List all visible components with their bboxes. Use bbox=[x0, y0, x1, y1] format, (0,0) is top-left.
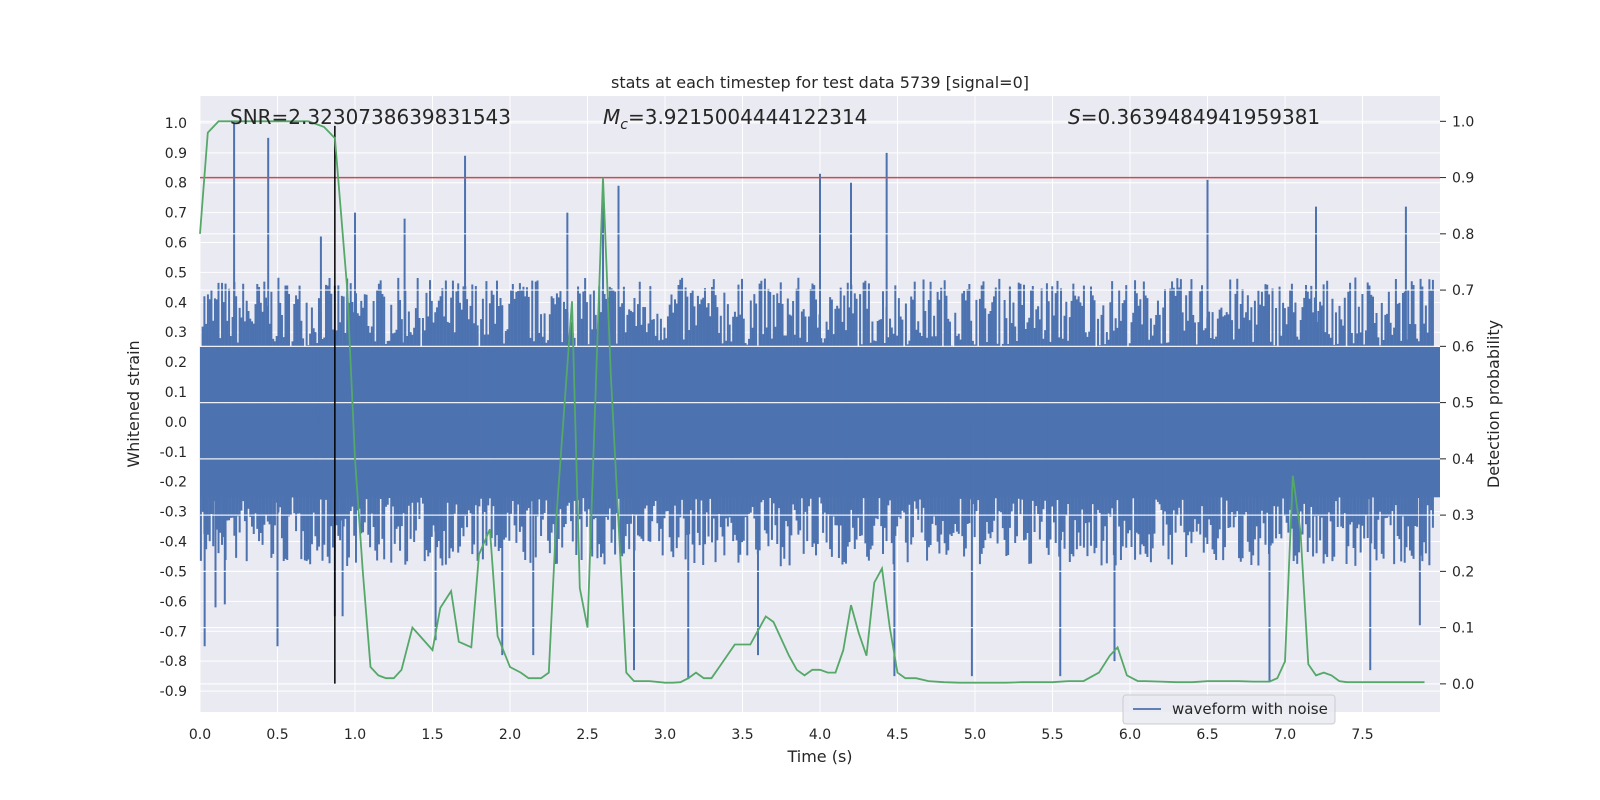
snr-annotation: SNR=2.3230738639831543 bbox=[230, 105, 511, 129]
right-y-tick-label: 0.5 bbox=[1452, 396, 1474, 412]
x-ticks: 0.0 0.5 1.0 1.5 2.0 2.5 3.0 3.5 4.0 4.5 5.0 5.5 6.0 6… bbox=[189, 727, 1374, 743]
right-y-tick-label: 0.0 bbox=[1452, 677, 1474, 693]
chart-title: stats at each timestep for test data 573… bbox=[611, 73, 1029, 92]
x-tick-label: 6.0 bbox=[1119, 727, 1141, 743]
left-y-tick-label: 0.4 bbox=[165, 295, 187, 311]
left-y-tick-label: -0.2 bbox=[160, 475, 187, 491]
left-y-tick-label: -0.7 bbox=[160, 624, 187, 640]
x-tick-label: 4.5 bbox=[886, 727, 908, 743]
chirp-mass-value: =3.9215004444122314 bbox=[628, 105, 867, 129]
x-tick-label: 4.0 bbox=[809, 727, 831, 743]
left-y-tick-label: -0.4 bbox=[160, 535, 187, 551]
left-y-tick-label: 0.8 bbox=[165, 176, 187, 192]
x-tick-label: 7.0 bbox=[1274, 727, 1296, 743]
right-y-tick-label: 0.8 bbox=[1452, 227, 1474, 243]
left-y-tick-label: 0.3 bbox=[165, 325, 187, 341]
waveform-series bbox=[199, 120, 1440, 685]
left-y-axis-label: Whitened strain bbox=[124, 340, 143, 467]
left-y-tick-label: -0.9 bbox=[160, 684, 187, 700]
x-tick-label: 1.5 bbox=[421, 727, 443, 743]
chirp-mass-annotation: Mc=3.9215004444122314 bbox=[603, 105, 867, 133]
left-y-tick-label: -0.6 bbox=[160, 594, 187, 610]
x-axis-label: Time (s) bbox=[786, 747, 852, 766]
legend-box bbox=[1122, 694, 1336, 725]
left-y-ticks: -0.9 -0.8 -0.7 -0.6 -0.5 -0.4 -0.3 -0.2 -0.1 0.0 0… bbox=[160, 116, 187, 700]
left-y-tick-label: 0.7 bbox=[165, 206, 187, 222]
left-y-tick-label: 0.1 bbox=[165, 385, 187, 401]
x-tick-label: 2.0 bbox=[499, 727, 521, 743]
left-y-tick-label: 0.2 bbox=[165, 355, 187, 371]
right-y-tick-label: 0.9 bbox=[1452, 171, 1474, 187]
left-y-tick-label: 0.6 bbox=[165, 236, 187, 252]
right-y-tick-label: 0.2 bbox=[1452, 564, 1474, 580]
legend: waveform with noise bbox=[1122, 694, 1336, 725]
x-tick-label: 0.0 bbox=[189, 727, 211, 743]
x-tick-label: 5.5 bbox=[1041, 727, 1063, 743]
left-y-tick-label: -0.3 bbox=[160, 505, 187, 521]
x-tick-label: 2.5 bbox=[576, 727, 598, 743]
left-y-tick-label: 0.5 bbox=[165, 265, 187, 281]
x-tick-label: 7.5 bbox=[1351, 727, 1373, 743]
left-y-tick-label: 0.9 bbox=[165, 146, 187, 162]
probability-series bbox=[199, 120, 1425, 684]
left-y-tick-label: -0.8 bbox=[160, 654, 187, 670]
x-tick-label: 5.0 bbox=[964, 727, 986, 743]
s-value: =0.3639484941959381 bbox=[1081, 105, 1320, 129]
right-y-tick-label: 0.4 bbox=[1452, 452, 1474, 468]
right-y-tick-label: 1.0 bbox=[1452, 114, 1474, 130]
x-tick-label: 3.5 bbox=[731, 727, 753, 743]
left-y-tick-label: -0.1 bbox=[160, 445, 187, 461]
s-symbol: S bbox=[1068, 105, 1081, 129]
x-tick-label: 0.5 bbox=[266, 727, 288, 743]
x-tick-label: 6.5 bbox=[1196, 727, 1218, 743]
right-y-axis-label: Detection probability bbox=[1484, 320, 1503, 488]
right-y-tick-label: 0.3 bbox=[1452, 508, 1474, 524]
left-y-tick-label: -0.5 bbox=[160, 564, 187, 580]
left-y-tick-label: 1.0 bbox=[165, 116, 187, 132]
right-y-tick-label: 0.7 bbox=[1452, 283, 1474, 299]
x-tick-label: 1.0 bbox=[344, 727, 366, 743]
right-y-tick-label: 0.6 bbox=[1452, 339, 1474, 355]
legend-label: waveform with noise bbox=[1172, 700, 1328, 718]
chirp-mass-symbol: M bbox=[603, 105, 620, 129]
s-annotation: S=0.3639484941959381 bbox=[1068, 105, 1320, 129]
right-y-tick-label: 0.1 bbox=[1452, 621, 1474, 637]
left-y-tick-label: 0.0 bbox=[165, 415, 187, 431]
chirp-mass-subscript: c bbox=[620, 117, 628, 133]
right-y-ticks: 0.0 0.1 0.2 0.3 0.4 0.5 0.6 0.7 0.8 0.9 1.0 bbox=[1440, 114, 1474, 693]
x-tick-label: 3.0 bbox=[654, 727, 676, 743]
